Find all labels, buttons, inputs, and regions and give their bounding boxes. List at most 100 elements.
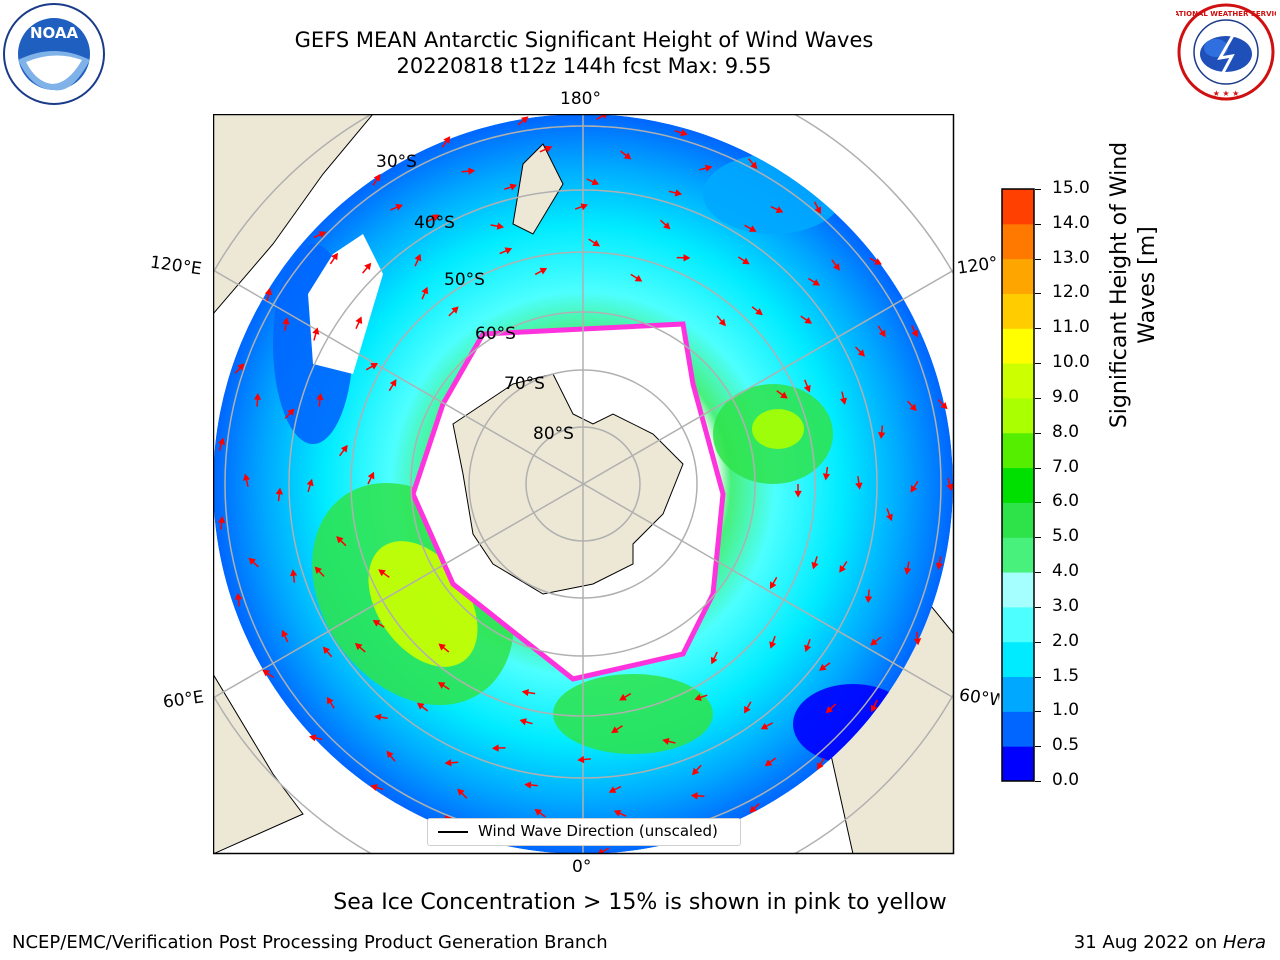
wave-direction-arrowhead: [281, 629, 289, 638]
wave-direction-arrowhead: [248, 557, 256, 565]
wave-direction-arrowhead: [322, 646, 331, 654]
wave-direction-arrowhead: [804, 316, 812, 324]
wave-direction-arrowhead: [909, 403, 917, 412]
wave-direction-arrowhead: [755, 308, 763, 316]
wave-direction-arrowhead: [911, 329, 918, 338]
colorbar-tick: [1035, 363, 1041, 365]
wave-direction-arrowhead: [389, 379, 397, 387]
lat-label-60s: 60°S: [475, 324, 516, 344]
colorbar-tick: [1035, 293, 1041, 295]
nws-logo: NATIONAL WEATHER SERVICE ★ ★ ★: [1176, 3, 1276, 101]
lat-label-50s: 50°S: [444, 270, 485, 290]
wave-direction-arrowhead: [217, 516, 226, 524]
lon-label-180: 180°: [560, 89, 601, 109]
colorbar-segment: [1002, 293, 1034, 329]
wave-direction-arrowhead: [534, 808, 542, 816]
wave-direction-arrowhead: [326, 696, 334, 705]
colorbar-tick-label: 8.0: [1052, 421, 1080, 442]
colorbar-label-text: Significant Height of Wind Waves [m]: [1107, 141, 1160, 429]
colorbar-tick: [1035, 606, 1041, 608]
colorbar-segment: [1002, 746, 1034, 782]
lon-label-0: 0°: [572, 857, 592, 877]
colorbar-segment: [1002, 537, 1034, 573]
wave-direction-arrowhead: [769, 641, 777, 649]
wave-direction-arrowhead: [395, 203, 403, 211]
wave-direction-arrowhead: [370, 784, 378, 791]
wave-direction-arrowhead: [878, 329, 886, 338]
lat-label-30s: 30°S: [376, 152, 417, 172]
wave-direction-arrowhead: [355, 316, 363, 325]
wave-direction-arrowhead: [694, 693, 702, 701]
colorbar-tick-label: 12.0: [1052, 282, 1090, 303]
wave-direction-arrowhead: [331, 252, 338, 261]
colorbar-tick: [1035, 746, 1041, 748]
wave-direction-arrowhead: [509, 183, 518, 191]
colorbar-segment: [1002, 641, 1034, 678]
colorbar-tick: [1035, 641, 1041, 643]
wave-direction-arrowhead: [718, 318, 726, 327]
colorbar-tick: [1035, 223, 1041, 225]
wave-direction-arrowhead: [457, 788, 465, 796]
wave-direction-arrowhead: [354, 642, 363, 651]
wave-direction-arrowhead: [416, 702, 425, 710]
lon-label-120e: 120°E: [148, 252, 203, 280]
wave-direction-arrowhead: [336, 536, 344, 544]
legend-line-icon: [438, 831, 468, 833]
map-legend: Wind Wave Direction (unscaled): [427, 818, 741, 846]
colorbar-tick: [1035, 397, 1041, 399]
colorbar-segment: [1002, 502, 1034, 538]
wave-direction-arrowhead: [234, 592, 243, 600]
wave-direction-arrowhead: [680, 129, 688, 137]
wave-direction-arrowhead: [769, 581, 777, 590]
colorbar-segment: [1002, 606, 1034, 643]
colorbar-tick: [1035, 781, 1041, 782]
wave-direction-arrowhead: [874, 258, 882, 265]
colorbar-segment: [1002, 432, 1034, 469]
wave-direction-arrowhead: [592, 239, 601, 247]
wave-direction-arrowhead: [750, 161, 758, 170]
colorbar-tick-label: 15.0: [1052, 178, 1090, 198]
colorbar-segment: [1002, 572, 1034, 608]
wave-direction-arrowhead: [421, 286, 429, 295]
colorbar-segment: [1002, 363, 1034, 399]
footer-machine: Hera: [1222, 932, 1266, 953]
colorbar-tick: [1035, 258, 1041, 260]
wave-direction-arrowhead: [242, 473, 251, 481]
wave-direction-arrowhead: [674, 189, 683, 197]
colorbar-segment: [1002, 189, 1034, 225]
wave-direction-arrowhead: [312, 327, 320, 335]
colorbar-tick-label: 7.0: [1052, 456, 1080, 477]
wave-direction-arrowhead: [340, 444, 348, 453]
noaa-logo: NOAA: [3, 3, 105, 105]
wave-direction-arrowhead: [468, 167, 476, 175]
colorbar-tick-label: 2.0: [1052, 630, 1080, 651]
wave-direction-arrowhead: [855, 482, 863, 490]
wave-direction-arrowhead: [704, 164, 713, 172]
wave-direction-arrowhead: [691, 767, 700, 776]
wave-direction-arrowhead: [839, 397, 848, 405]
wave-direction-arrowhead: [623, 152, 632, 160]
colorbar-tick-label: 10.0: [1052, 352, 1090, 373]
colorbar-tick-label: 1.5: [1052, 665, 1080, 686]
wave-direction-arrowhead: [870, 704, 878, 713]
wave-direction-arrowhead: [611, 726, 619, 734]
wave-direction-arrowhead: [748, 225, 757, 232]
wave-direction-arrowhead: [591, 178, 600, 186]
wave-direction-arrowhead: [318, 231, 327, 238]
wave-direction-arrowhead: [521, 116, 529, 124]
colorbar-segment: [1002, 258, 1034, 294]
wave-direction-arrowhead: [275, 487, 283, 495]
wave-direction-arrowhead: [817, 762, 824, 770]
wave-direction-arrowhead: [812, 279, 821, 286]
wave-direction-arrowhead: [940, 401, 948, 410]
colorbar-segment: [1002, 467, 1034, 503]
wave-direction-arrowhead: [663, 222, 671, 230]
polar-map: [213, 114, 955, 855]
wave-direction-arrowhead: [764, 759, 773, 767]
wave-direction-arrowhead: [814, 206, 821, 215]
wave-direction-arrowhead: [910, 484, 918, 493]
wave-direction-arrowhead: [539, 267, 548, 275]
wave-direction-arrowhead: [690, 792, 698, 800]
wave-direction-arrowhead: [262, 669, 270, 677]
colorbar-tick: [1035, 432, 1041, 434]
